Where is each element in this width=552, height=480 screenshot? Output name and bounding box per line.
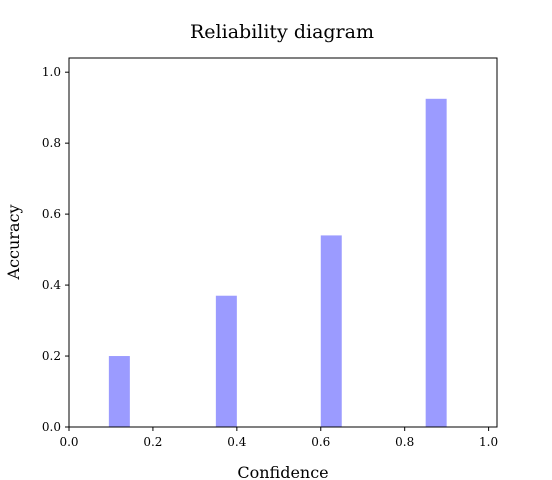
y-tick-label: 0.2	[42, 349, 61, 363]
bar	[108, 356, 130, 427]
plot-frame	[68, 57, 498, 428]
x-tick-label: 1.0	[479, 435, 498, 449]
y-tick-label: 0.0	[42, 420, 61, 434]
y-axis: 0.0 0.2 0.4 0.6 0.8 1.0	[42, 65, 69, 434]
x-tick-label: 0.2	[143, 435, 162, 449]
y-tick-label: 0.4	[42, 278, 61, 292]
x-tick-label: 0.4	[227, 435, 246, 449]
y-axis-label: Accuracy	[4, 205, 23, 281]
bars-group	[108, 98, 447, 427]
y-tick-label: 0.8	[42, 136, 61, 150]
bar	[215, 295, 237, 427]
bar	[320, 235, 342, 427]
x-tick-label: 0.0	[59, 435, 78, 449]
x-tick-label: 0.8	[395, 435, 414, 449]
y-tick-label: 1.0	[42, 65, 61, 79]
x-axis: 0.0 0.2 0.4 0.6 0.8 1.0	[59, 427, 498, 449]
y-tick-label: 0.6	[42, 207, 61, 221]
chart-title: Reliability diagram	[190, 21, 374, 43]
x-tick-label: 0.6	[311, 435, 330, 449]
x-axis-label: Confidence	[237, 463, 328, 480]
bar	[425, 98, 447, 427]
